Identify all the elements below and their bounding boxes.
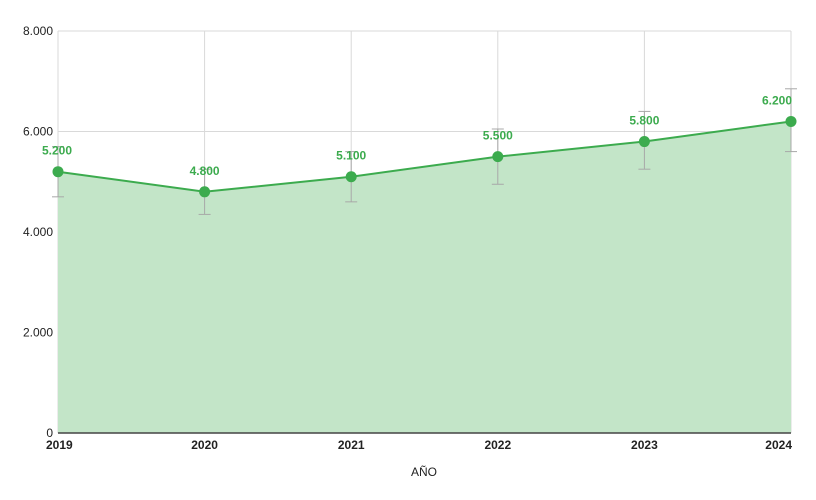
x-tick-label: 2020: [191, 438, 218, 452]
data-label: 5.800: [629, 114, 659, 128]
data-label: 5.500: [483, 129, 513, 143]
y-tick-label: 8.000: [23, 24, 53, 38]
data-point: [492, 151, 504, 163]
series-line-layer: [57, 120, 792, 193]
x-tick-label: 2022: [484, 438, 511, 452]
data-point: [199, 186, 211, 198]
x-axis-title: AÑO: [411, 465, 437, 479]
data-point: [345, 171, 357, 183]
data-labels: 5.200 4.800 5.100 5.500 5.800 6.200: [42, 93, 792, 177]
data-point: [638, 136, 650, 148]
series-area-fill: [58, 121, 791, 433]
data-label: 6.200: [762, 93, 792, 107]
series-line: [57, 120, 792, 193]
x-tick-label: 2023: [631, 438, 658, 452]
data-label: 5.200: [42, 144, 72, 158]
x-axis: 2019 2020 2021 2022 2023 2024: [46, 432, 792, 452]
y-tick-label: 6.000: [23, 125, 53, 139]
area-fill-layer: [58, 121, 791, 433]
data-point: [52, 166, 64, 178]
data-label: 4.800: [190, 164, 220, 178]
data-points: [52, 115, 797, 198]
y-tick-label: 2.000: [23, 326, 53, 340]
y-tick-label: 4.000: [23, 225, 53, 239]
y-tick-label: 0: [46, 426, 53, 440]
data-label: 5.100: [336, 149, 366, 163]
data-point: [785, 115, 797, 127]
y-axis: 0 2.000 4.000 6.000 8.000: [23, 24, 53, 440]
x-tick-label: 2021: [338, 438, 365, 452]
x-tick-label: 2024: [765, 438, 792, 452]
x-tick-label: 2019: [46, 438, 73, 452]
